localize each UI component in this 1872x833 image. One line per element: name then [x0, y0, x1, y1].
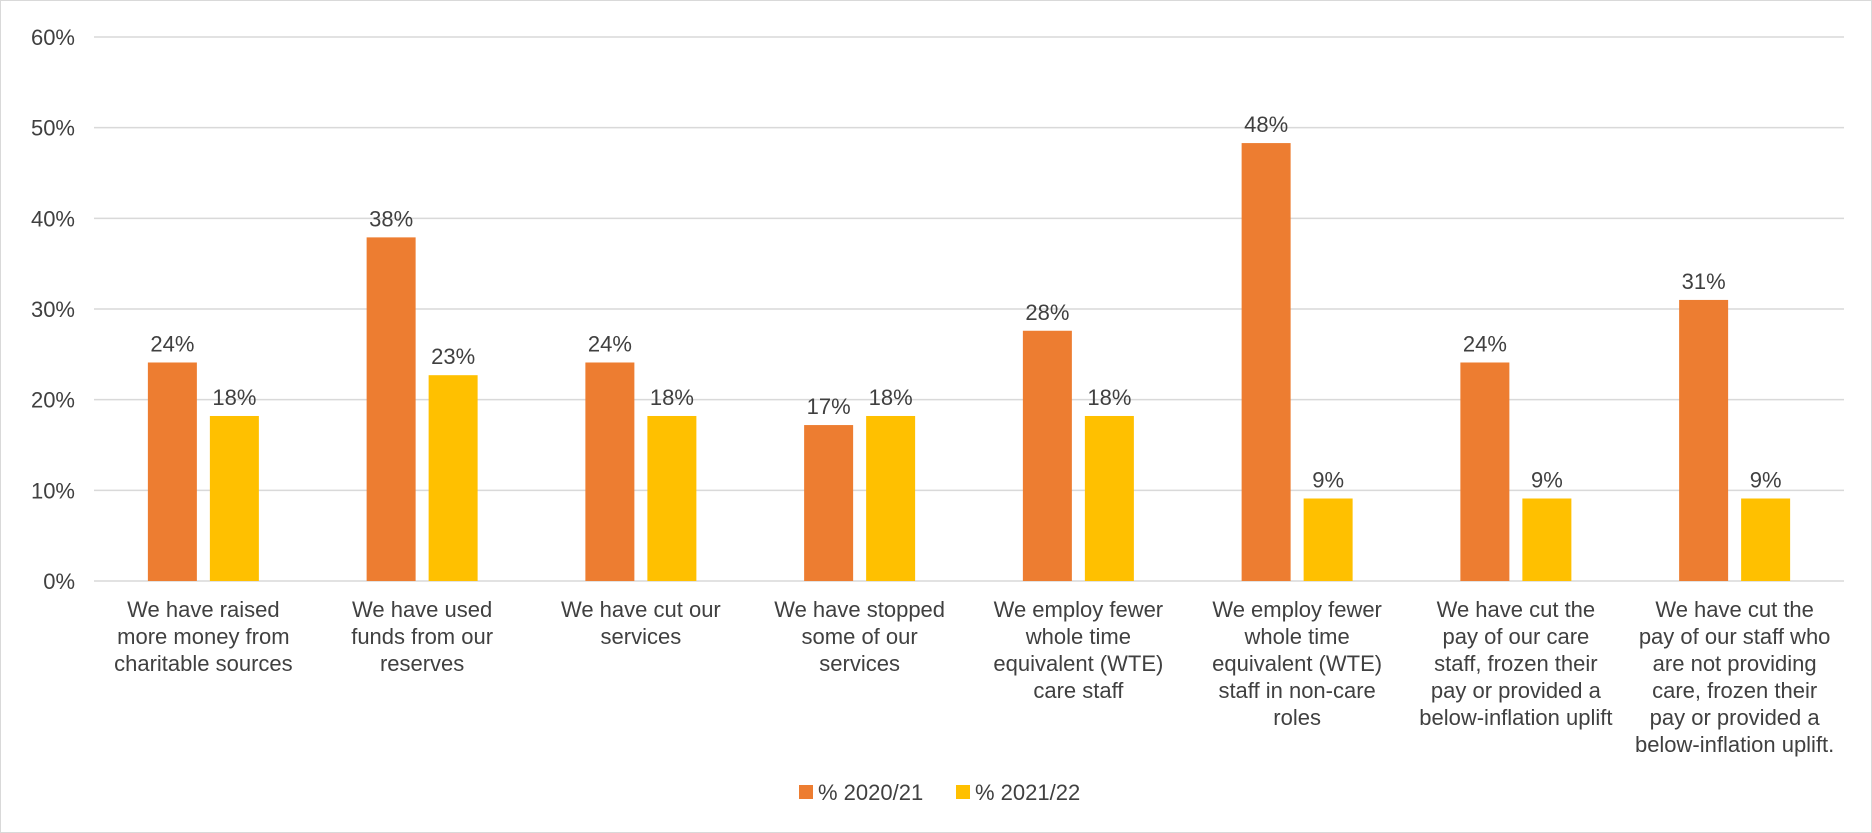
category-label-line: equivalent (WTE): [1212, 651, 1382, 676]
bar-2020-21: [1022, 330, 1072, 581]
category-label-line: roles: [1273, 705, 1321, 730]
category-label-line: We have used: [352, 597, 492, 622]
category-label-line: more money from: [117, 624, 289, 649]
bar-2021-22: [866, 415, 916, 581]
y-tick-label: 0%: [43, 569, 75, 594]
data-label: 23%: [431, 344, 475, 369]
bar-2020-21: [585, 362, 635, 581]
category-label-line: services: [819, 651, 900, 676]
bar-2021-22: [428, 375, 478, 581]
category-label: We have raised more money from charitable …: [114, 597, 293, 676]
data-label: 24%: [150, 331, 194, 356]
category-label: We employ fewer whole time equivalent (WTE…: [1212, 597, 1382, 730]
category-label: We have cut the pay of our care staff, fro…: [1419, 597, 1612, 730]
category-label: We have used funds from our reserves: [351, 597, 493, 676]
bar-2021-22: [1303, 498, 1353, 581]
legend-swatch: [956, 785, 970, 799]
bar-2021-22: [209, 415, 259, 581]
data-label: 24%: [588, 331, 632, 356]
bar-2021-22: [647, 415, 697, 581]
y-tick-label: 20%: [31, 388, 75, 413]
category-label-line: pay or provided a: [1431, 678, 1602, 703]
data-label: 17%: [807, 394, 851, 419]
y-axis-tick-labels: 0% 10% 20% 30% 40% 50% 60%: [31, 25, 75, 594]
category-label-line: below-inflation uplift: [1419, 705, 1612, 730]
category-label-line: staff, frozen their: [1434, 651, 1597, 676]
category-label-line: pay or provided a: [1650, 705, 1821, 730]
category-label-line: pay of our care: [1443, 624, 1590, 649]
y-tick-label: 50%: [31, 116, 75, 141]
y-tick-label: 30%: [31, 297, 75, 322]
category-label-line: We have raised: [127, 597, 279, 622]
category-label-line: staff in non-care: [1218, 678, 1375, 703]
legend-swatch: [799, 785, 813, 799]
data-label: 9%: [1750, 467, 1782, 492]
bars: [147, 143, 1791, 581]
data-label: 18%: [212, 385, 256, 410]
category-label-line: whole time: [1244, 624, 1350, 649]
legend-label: % 2021/22: [975, 780, 1080, 805]
data-label: 31%: [1682, 269, 1726, 294]
category-label-line: some of our: [802, 624, 918, 649]
category-label-line: funds from our: [351, 624, 493, 649]
category-label: We have cut the pay of our staff who are n…: [1635, 597, 1834, 757]
category-label-line: whole time: [1025, 624, 1131, 649]
category-label-line: services: [601, 624, 682, 649]
category-label-line: We employ fewer: [994, 597, 1164, 622]
bar-2020-21: [1241, 143, 1291, 581]
y-tick-label: 10%: [31, 478, 75, 503]
category-label-line: We have cut the: [1655, 597, 1814, 622]
data-label: 24%: [1463, 331, 1507, 356]
data-label: 18%: [1087, 385, 1131, 410]
bar-2020-21: [804, 425, 854, 581]
category-label: We have stopped some of our services: [774, 597, 945, 676]
bar-2020-21: [1460, 362, 1510, 581]
category-label-line: pay of our staff who: [1639, 624, 1831, 649]
category-label: We employ fewer whole time equivalent (WTE…: [993, 597, 1163, 703]
category-label-line: equivalent (WTE): [993, 651, 1163, 676]
bar-2021-22: [1084, 415, 1134, 581]
data-labels: 24% 18% 38% 23% 24% 18% 17% 18% 28% 18% 48% 9% 24% 9%…: [150, 112, 1781, 492]
category-label-line: are not providing: [1653, 651, 1817, 676]
legend: % 2020/21 % 2021/22: [799, 780, 1080, 805]
category-label-line: We employ fewer: [1212, 597, 1382, 622]
bar-2020-21: [366, 237, 416, 581]
category-labels: We have raised more money from charitable …: [114, 597, 1834, 757]
category-label-line: charitable sources: [114, 651, 293, 676]
bar-2021-22: [1741, 498, 1791, 581]
bar-2020-21: [147, 362, 197, 581]
category-label-line: care staff: [1033, 678, 1124, 703]
category-label-line: We have stopped: [774, 597, 945, 622]
bar-2021-22: [1522, 498, 1572, 581]
data-label: 18%: [650, 385, 694, 410]
y-tick-label: 60%: [31, 25, 75, 50]
data-label: 18%: [869, 385, 913, 410]
data-label: 9%: [1312, 467, 1344, 492]
category-label-line: care, frozen their: [1652, 678, 1817, 703]
bar-2020-21: [1679, 299, 1729, 581]
category-label-line: We have cut our: [561, 597, 721, 622]
gridlines: [94, 36, 1844, 582]
category-label-line: below-inflation uplift.: [1635, 732, 1834, 757]
data-label: 38%: [369, 206, 413, 231]
data-label: 48%: [1244, 112, 1288, 137]
category-label-line: reserves: [380, 651, 464, 676]
y-tick-label: 40%: [31, 206, 75, 231]
legend-label: % 2020/21: [818, 780, 923, 805]
category-label-line: We have cut the: [1437, 597, 1596, 622]
data-label: 28%: [1025, 300, 1069, 325]
data-label: 9%: [1531, 467, 1563, 492]
category-label: We have cut our services: [561, 597, 721, 649]
